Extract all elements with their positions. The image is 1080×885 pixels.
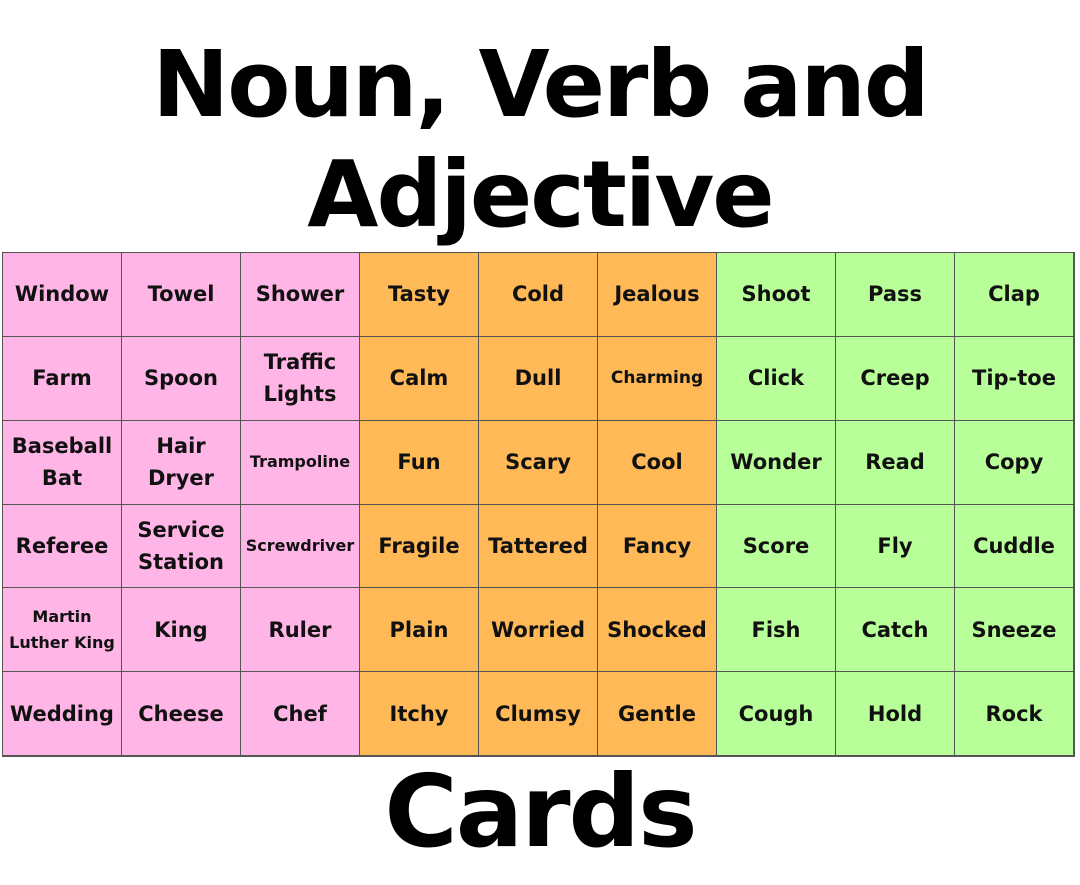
verb-card: Clap bbox=[955, 253, 1074, 337]
adjective-card: Tasty bbox=[360, 253, 479, 337]
noun-card: Chef bbox=[241, 672, 360, 756]
adjective-card: Fancy bbox=[598, 504, 717, 589]
noun-card: Farm bbox=[3, 336, 122, 421]
adjective-card: Charming bbox=[598, 336, 717, 421]
verb-card: Rock bbox=[955, 672, 1074, 756]
verb-card: Tip-toe bbox=[955, 336, 1074, 421]
adjective-card: Cold bbox=[479, 253, 598, 337]
noun-card: Cheese bbox=[122, 672, 241, 756]
adjective-card: Calm bbox=[360, 336, 479, 421]
noun-card: Trampoline bbox=[241, 420, 360, 505]
adjective-card: Gentle bbox=[598, 672, 717, 756]
word-card-grid: Window Towel Shower Tasty Cold Jealous Shoot Pa… bbox=[2, 252, 1075, 757]
noun-card: Shower bbox=[241, 253, 360, 337]
verb-card: Cuddle bbox=[955, 504, 1074, 589]
noun-card: Traffic Lights bbox=[241, 336, 360, 421]
adjective-card: Fun bbox=[360, 420, 479, 505]
noun-card: Baseball Bat bbox=[3, 420, 122, 505]
adjective-card: Clumsy bbox=[479, 672, 598, 756]
noun-card: Service Station bbox=[122, 504, 241, 589]
verb-card: Copy bbox=[955, 420, 1074, 505]
adjective-card: Itchy bbox=[360, 672, 479, 756]
title-line-2: Adjective bbox=[307, 141, 774, 248]
verb-card: Score bbox=[717, 504, 836, 589]
verb-card: Read bbox=[836, 420, 955, 505]
verb-card: Pass bbox=[836, 253, 955, 337]
noun-card: Ruler bbox=[241, 588, 360, 673]
adjective-card: Dull bbox=[479, 336, 598, 421]
adjective-card: Fragile bbox=[360, 504, 479, 589]
noun-card: Hair Dryer bbox=[122, 420, 241, 505]
verb-card: Fly bbox=[836, 504, 955, 589]
verb-card: Creep bbox=[836, 336, 955, 421]
noun-card: King bbox=[122, 588, 241, 673]
noun-card: Window bbox=[3, 253, 122, 337]
title-line-1: Noun, Verb and bbox=[152, 31, 929, 138]
adjective-card: Scary bbox=[479, 420, 598, 505]
adjective-card: Shocked bbox=[598, 588, 717, 673]
noun-card: Towel bbox=[122, 253, 241, 337]
verb-card: Click bbox=[717, 336, 836, 421]
adjective-card: Jealous bbox=[598, 253, 717, 337]
adjective-card: Tattered bbox=[479, 504, 598, 589]
adjective-card: Plain bbox=[360, 588, 479, 673]
verb-card: Hold bbox=[836, 672, 955, 756]
verb-card: Cough bbox=[717, 672, 836, 756]
noun-card: Wedding bbox=[3, 672, 122, 756]
noun-card: Spoon bbox=[122, 336, 241, 421]
verb-card: Wonder bbox=[717, 420, 836, 505]
noun-card: Referee bbox=[3, 504, 122, 589]
verb-card: Fish bbox=[717, 588, 836, 673]
noun-card: Martin Luther King bbox=[3, 588, 122, 673]
noun-card: Screwdriver bbox=[241, 504, 360, 589]
adjective-card: Worried bbox=[479, 588, 598, 673]
adjective-card: Cool bbox=[598, 420, 717, 505]
verb-card: Sneeze bbox=[955, 588, 1074, 673]
verb-card: Catch bbox=[836, 588, 955, 673]
title-line-3: Cards bbox=[384, 753, 697, 870]
verb-card: Shoot bbox=[717, 253, 836, 337]
